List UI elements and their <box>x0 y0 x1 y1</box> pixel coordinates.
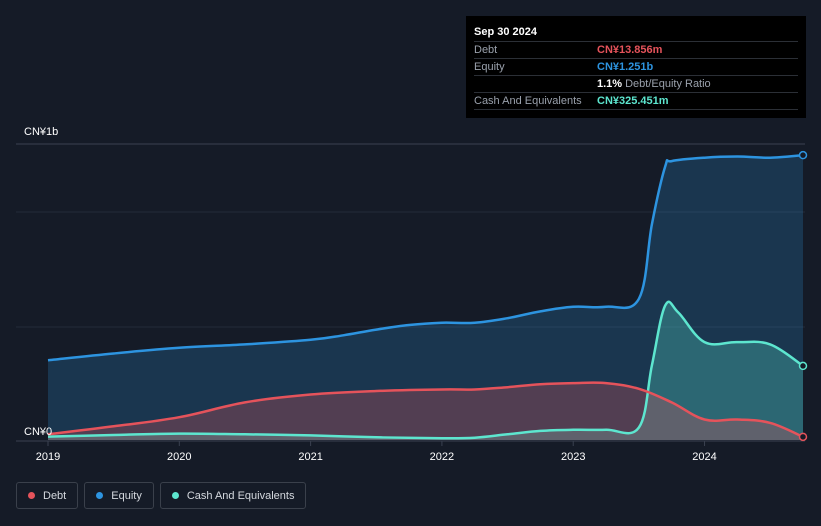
tooltip-row-debt: Debt CN¥13.856m <box>474 41 798 58</box>
x-tick-label: 2020 <box>167 451 191 463</box>
x-tick-label: 2021 <box>298 451 322 463</box>
x-tick-label: 2022 <box>430 451 454 463</box>
tooltip-value: CN¥13.856m <box>597 44 663 56</box>
legend-item-cash[interactable]: Cash And Equivalents <box>159 482 307 509</box>
tooltip-date: Sep 30 2024 <box>474 26 537 38</box>
legend-label: Cash And Equivalents <box>186 489 295 502</box>
tooltip-row-cash: Cash And Equivalents CN¥325.451m <box>474 92 798 110</box>
tooltip-row-ratio: 1.1% Debt/Equity Ratio <box>474 75 798 92</box>
legend-dot-icon <box>28 492 35 499</box>
tooltip-label: Cash And Equivalents <box>474 95 582 107</box>
legend-item-equity[interactable]: Equity <box>84 482 154 509</box>
tooltip-row-equity: Equity CN¥1.251b <box>474 58 798 75</box>
debt-area <box>48 382 803 440</box>
y-axis-bottom-label: CN¥0 <box>24 426 52 438</box>
legend-label: Debt <box>43 489 67 502</box>
x-tick-label: 2023 <box>561 451 585 463</box>
tooltip-suffix: Debt/Equity Ratio <box>625 78 711 90</box>
y-axis-top-label: CN¥1b <box>24 126 58 138</box>
tooltip-label <box>474 76 597 92</box>
x-tick-label: 2024 <box>692 451 716 463</box>
equity-end-marker <box>798 150 808 160</box>
legend-label: Equity <box>111 489 142 502</box>
equity-area <box>48 155 803 440</box>
tooltip-value: CN¥1.251b <box>597 61 654 73</box>
tooltip-panel: Sep 30 2024 Debt CN¥13.856m Equity CN¥1.… <box>466 16 806 118</box>
tooltip-value: CN¥325.451m <box>597 95 669 107</box>
equity-line <box>47 153 804 362</box>
debt-end-marker <box>798 432 808 442</box>
tooltip-label: Equity <box>474 61 505 73</box>
cash-and-equivalents-end-marker <box>798 361 808 371</box>
tooltip-value: 1.1% <box>597 78 623 90</box>
debt-line <box>47 381 804 438</box>
legend-dot-icon <box>96 492 104 499</box>
x-tick-label: 2019 <box>36 451 60 463</box>
legend: Debt Equity Cash And Equivalents <box>16 482 312 509</box>
cash-and-equivalents-line <box>47 300 804 440</box>
legend-item-debt[interactable]: Debt <box>16 482 79 509</box>
legend-dot-icon <box>171 492 179 499</box>
tooltip-label: Debt <box>474 44 498 56</box>
